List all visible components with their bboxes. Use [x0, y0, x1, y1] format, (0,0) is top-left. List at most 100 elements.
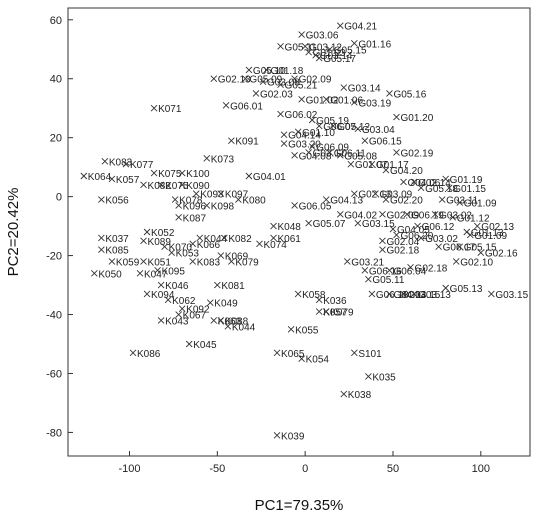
- x-marker: [414, 222, 421, 230]
- x-marker: [365, 373, 372, 380]
- x-marker: [435, 243, 442, 251]
- point-label: G02.10: [460, 257, 493, 268]
- scatter-point: K044: [224, 322, 256, 333]
- x-marker: [175, 213, 182, 221]
- point-label: K074: [263, 240, 287, 251]
- x-marker: [417, 184, 425, 192]
- x-marker: [351, 40, 358, 47]
- scatter-point: G06.09: [308, 143, 349, 154]
- point-label: G03.02: [425, 234, 458, 245]
- point-label: G03.17: [313, 148, 346, 159]
- scatter-point: S101: [351, 349, 382, 360]
- y-tick-label: -60: [46, 368, 62, 380]
- scatter-point: G04.13: [322, 196, 363, 207]
- x-marker: [336, 210, 344, 218]
- x-marker: [206, 299, 214, 307]
- scatter-point: G06.02: [277, 110, 318, 121]
- x-marker: [361, 137, 369, 144]
- scatter-point: K086: [129, 349, 161, 360]
- x-marker: [407, 264, 414, 271]
- x-marker: [386, 90, 393, 97]
- scatter-point: G01.20: [393, 113, 434, 124]
- x-marker: [168, 249, 175, 256]
- scatter-point: K062: [164, 296, 196, 307]
- scatter-point: G05.18: [417, 184, 458, 195]
- x-marker: [315, 122, 323, 130]
- scatter-point: G03.14: [340, 84, 381, 95]
- scatter-point: G06.01: [222, 101, 263, 112]
- scatter-point: G06.07: [315, 122, 356, 133]
- point-label: G05.09: [249, 75, 282, 86]
- x-marker: [400, 178, 407, 186]
- x-marker: [175, 202, 182, 209]
- x-marker: [294, 290, 302, 298]
- scatter-point: G04.13: [386, 290, 427, 301]
- point-label: K052: [151, 228, 175, 239]
- point-label: G03.02: [439, 210, 472, 221]
- point-label: G01.03: [313, 48, 346, 59]
- x-marker: [305, 149, 312, 156]
- scatter-point: K097: [217, 190, 249, 201]
- x-marker: [379, 246, 386, 254]
- scatter-point: K057: [315, 308, 347, 319]
- x-marker: [340, 84, 348, 91]
- scatter-point: K075: [150, 169, 182, 180]
- point-label: K069: [225, 252, 249, 263]
- scatter-point: G02.09: [291, 75, 332, 86]
- x-marker: [379, 237, 386, 245]
- x-marker: [315, 296, 323, 304]
- scatter-point: K066: [189, 240, 221, 251]
- x-marker: [351, 98, 358, 106]
- point-label: G05.11: [285, 42, 317, 53]
- x-tick-label: 0: [302, 463, 308, 475]
- x-marker: [98, 234, 105, 242]
- x-marker: [354, 125, 362, 133]
- point-label: G06.05: [299, 201, 332, 212]
- scatter-point: K038: [340, 390, 372, 401]
- plot-frame: [67, 7, 531, 457]
- point-label: G01.17: [376, 160, 409, 171]
- x-marker: [108, 175, 116, 183]
- x-marker: [442, 284, 449, 292]
- x-marker: [308, 116, 316, 124]
- x-marker: [308, 143, 316, 150]
- scatter-point: K079: [228, 257, 259, 268]
- point-label: K073: [211, 154, 235, 165]
- point-label: G06.15: [369, 137, 402, 148]
- x-marker: [287, 325, 295, 333]
- scatter-point: G01.19: [442, 175, 483, 186]
- scatter-point: G02.10: [452, 257, 493, 268]
- x-marker: [245, 66, 253, 74]
- point-label: G03.14: [348, 84, 381, 95]
- point-label: G01.15: [453, 184, 486, 195]
- point-label: G04.13: [330, 196, 363, 207]
- scatter-point: G05.10: [245, 66, 286, 77]
- point-label: K038: [348, 390, 372, 401]
- scatter-point: G01.06: [322, 95, 363, 106]
- x-tick-label: -50: [209, 463, 225, 475]
- x-marker: [108, 258, 116, 265]
- x-marker: [213, 281, 221, 289]
- point-label: G01.13: [471, 228, 504, 239]
- point-label: G05.19: [316, 116, 349, 127]
- x-tick-label: 50: [387, 463, 399, 475]
- point-label: G01.16: [358, 39, 391, 50]
- x-marker: [256, 240, 263, 248]
- point-label: G04.08: [299, 151, 332, 162]
- point-label: K061: [278, 234, 302, 245]
- scatter-point: G03.19: [351, 98, 392, 109]
- x-marker: [98, 196, 105, 203]
- point-label: G01.19: [450, 175, 483, 186]
- point-label: G01.09: [474, 231, 507, 242]
- scatter-point: K070: [161, 243, 192, 254]
- point-label: G02.19: [400, 148, 433, 159]
- point-label: G01.09: [464, 199, 497, 210]
- point-label: G06.07: [323, 122, 356, 133]
- point-label: G01.06: [330, 95, 363, 106]
- scatter-point: K037: [98, 234, 129, 245]
- point-label: K036: [323, 296, 347, 307]
- scatter-point: G01.09: [466, 231, 508, 242]
- scatter-point: G06.16: [361, 266, 402, 277]
- scatter-point: K052: [143, 228, 175, 239]
